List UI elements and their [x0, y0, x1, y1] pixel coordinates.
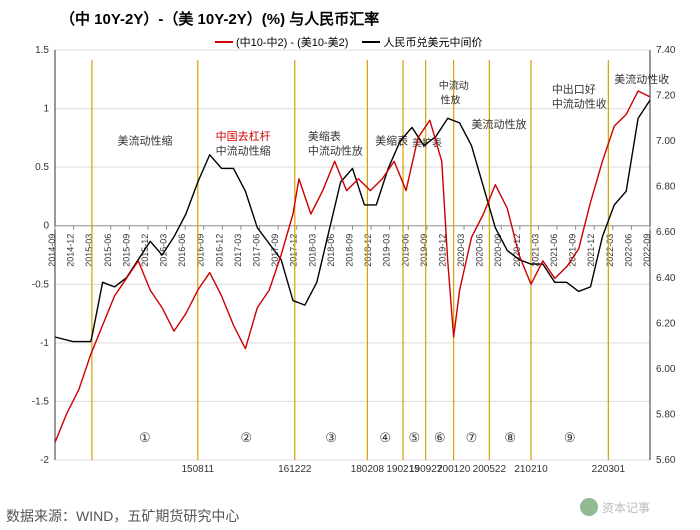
- svg-text:180208: 180208: [351, 464, 385, 475]
- svg-text:中出口好: 中出口好: [552, 82, 596, 96]
- svg-text:2022-09: 2022-09: [642, 234, 652, 267]
- svg-text:2018-03: 2018-03: [307, 234, 317, 267]
- svg-text:2017-06: 2017-06: [252, 234, 262, 267]
- svg-text:2014-12: 2014-12: [66, 234, 76, 267]
- svg-text:5.80: 5.80: [656, 409, 676, 420]
- svg-text:美流动性缩: 美流动性缩: [117, 133, 172, 147]
- svg-text:2021-03: 2021-03: [530, 234, 540, 267]
- svg-text:2018-09: 2018-09: [345, 234, 355, 267]
- svg-text:150811: 150811: [181, 464, 214, 475]
- svg-text:6.60: 6.60: [656, 227, 676, 238]
- svg-text:2016-06: 2016-06: [177, 234, 187, 267]
- svg-text:-1: -1: [40, 338, 49, 349]
- svg-text:⑥: ⑥: [434, 430, 446, 445]
- chart-plot: -2 -1.5 -1 -0.5 0 0.5 1 1.5 5.60 5.80 6.00 6.20 6.40…: [0, 0, 700, 530]
- svg-text:7.00: 7.00: [656, 136, 676, 147]
- svg-text:1: 1: [43, 104, 49, 115]
- svg-text:200522: 200522: [473, 464, 507, 475]
- svg-text:7.20: 7.20: [656, 91, 676, 102]
- svg-text:⑦: ⑦: [466, 430, 478, 445]
- svg-text:中流动性收: 中流动性收: [552, 96, 607, 110]
- svg-text:2019-03: 2019-03: [382, 234, 392, 267]
- svg-text:2014-09: 2014-09: [47, 234, 57, 267]
- svg-text:6.20: 6.20: [656, 318, 676, 329]
- svg-text:美流动性收: 美流动性收: [614, 72, 669, 86]
- svg-text:161222: 161222: [278, 464, 312, 475]
- svg-text:美流动性放: 美流动性放: [472, 117, 527, 131]
- svg-text:220301: 220301: [592, 464, 626, 475]
- data-source: 数据来源：WIND，五矿期货研究中心: [6, 506, 239, 526]
- svg-text:-0.5: -0.5: [32, 279, 50, 290]
- svg-text:2016-03: 2016-03: [159, 234, 169, 267]
- svg-text:中流动性放: 中流动性放: [308, 144, 363, 158]
- svg-text:2022-06: 2022-06: [623, 234, 633, 267]
- svg-text:5.60: 5.60: [656, 455, 676, 466]
- wechat-icon: [580, 498, 598, 516]
- svg-text:2019-06: 2019-06: [400, 234, 410, 267]
- svg-text:-2: -2: [40, 455, 49, 466]
- svg-text:2018-12: 2018-12: [363, 234, 373, 267]
- svg-text:美缩表: 美缩表: [308, 129, 341, 143]
- svg-text:2020-06: 2020-06: [475, 234, 485, 267]
- svg-text:-1.5: -1.5: [32, 396, 50, 407]
- svg-text:中国去杠杆: 中国去杠杆: [216, 129, 271, 143]
- svg-text:美缩表: 美缩表: [375, 133, 408, 147]
- svg-text:200120: 200120: [437, 464, 471, 475]
- svg-text:2015-06: 2015-06: [103, 234, 113, 267]
- svg-text:⑤: ⑤: [409, 430, 421, 445]
- svg-text:中流动: 中流动: [439, 79, 469, 92]
- svg-text:④: ④: [379, 430, 391, 445]
- svg-text:7.40: 7.40: [656, 45, 676, 56]
- svg-text:③: ③: [325, 430, 337, 445]
- watermark-text: 资本记事: [602, 499, 650, 516]
- svg-text:①: ①: [139, 430, 151, 445]
- figure: （中 10Y-2Y）-（美 10Y-2Y）(%) 与人民币汇率 (中10-中2)…: [0, 0, 700, 530]
- svg-text:2021-09: 2021-09: [568, 234, 578, 267]
- svg-text:6.40: 6.40: [656, 273, 676, 284]
- svg-text:6.00: 6.00: [656, 364, 676, 375]
- svg-text:210210: 210210: [514, 464, 548, 475]
- svg-text:1.5: 1.5: [35, 45, 49, 56]
- svg-text:2022-03: 2022-03: [605, 234, 615, 267]
- svg-text:⑨: ⑨: [564, 430, 576, 445]
- svg-text:2017-03: 2017-03: [233, 234, 243, 267]
- svg-text:2020-03: 2020-03: [456, 234, 466, 267]
- svg-text:2017-12: 2017-12: [289, 234, 299, 267]
- svg-text:2020-12: 2020-12: [512, 234, 522, 267]
- svg-text:0.5: 0.5: [35, 162, 49, 173]
- svg-text:2021-12: 2021-12: [586, 234, 596, 267]
- svg-text:中流动性缩: 中流动性缩: [216, 144, 271, 158]
- svg-text:⑧: ⑧: [504, 430, 516, 445]
- svg-text:6.80: 6.80: [656, 182, 676, 193]
- svg-text:②: ②: [240, 430, 252, 445]
- svg-text:2021-06: 2021-06: [549, 234, 559, 267]
- svg-text:2019-09: 2019-09: [419, 234, 429, 267]
- svg-text:0: 0: [43, 221, 49, 232]
- watermark: 资本记事: [580, 498, 650, 516]
- svg-text:2015-09: 2015-09: [121, 234, 131, 267]
- svg-text:2016-12: 2016-12: [214, 234, 224, 267]
- svg-text:2015-03: 2015-03: [84, 234, 94, 267]
- svg-text:性放: 性放: [441, 93, 461, 106]
